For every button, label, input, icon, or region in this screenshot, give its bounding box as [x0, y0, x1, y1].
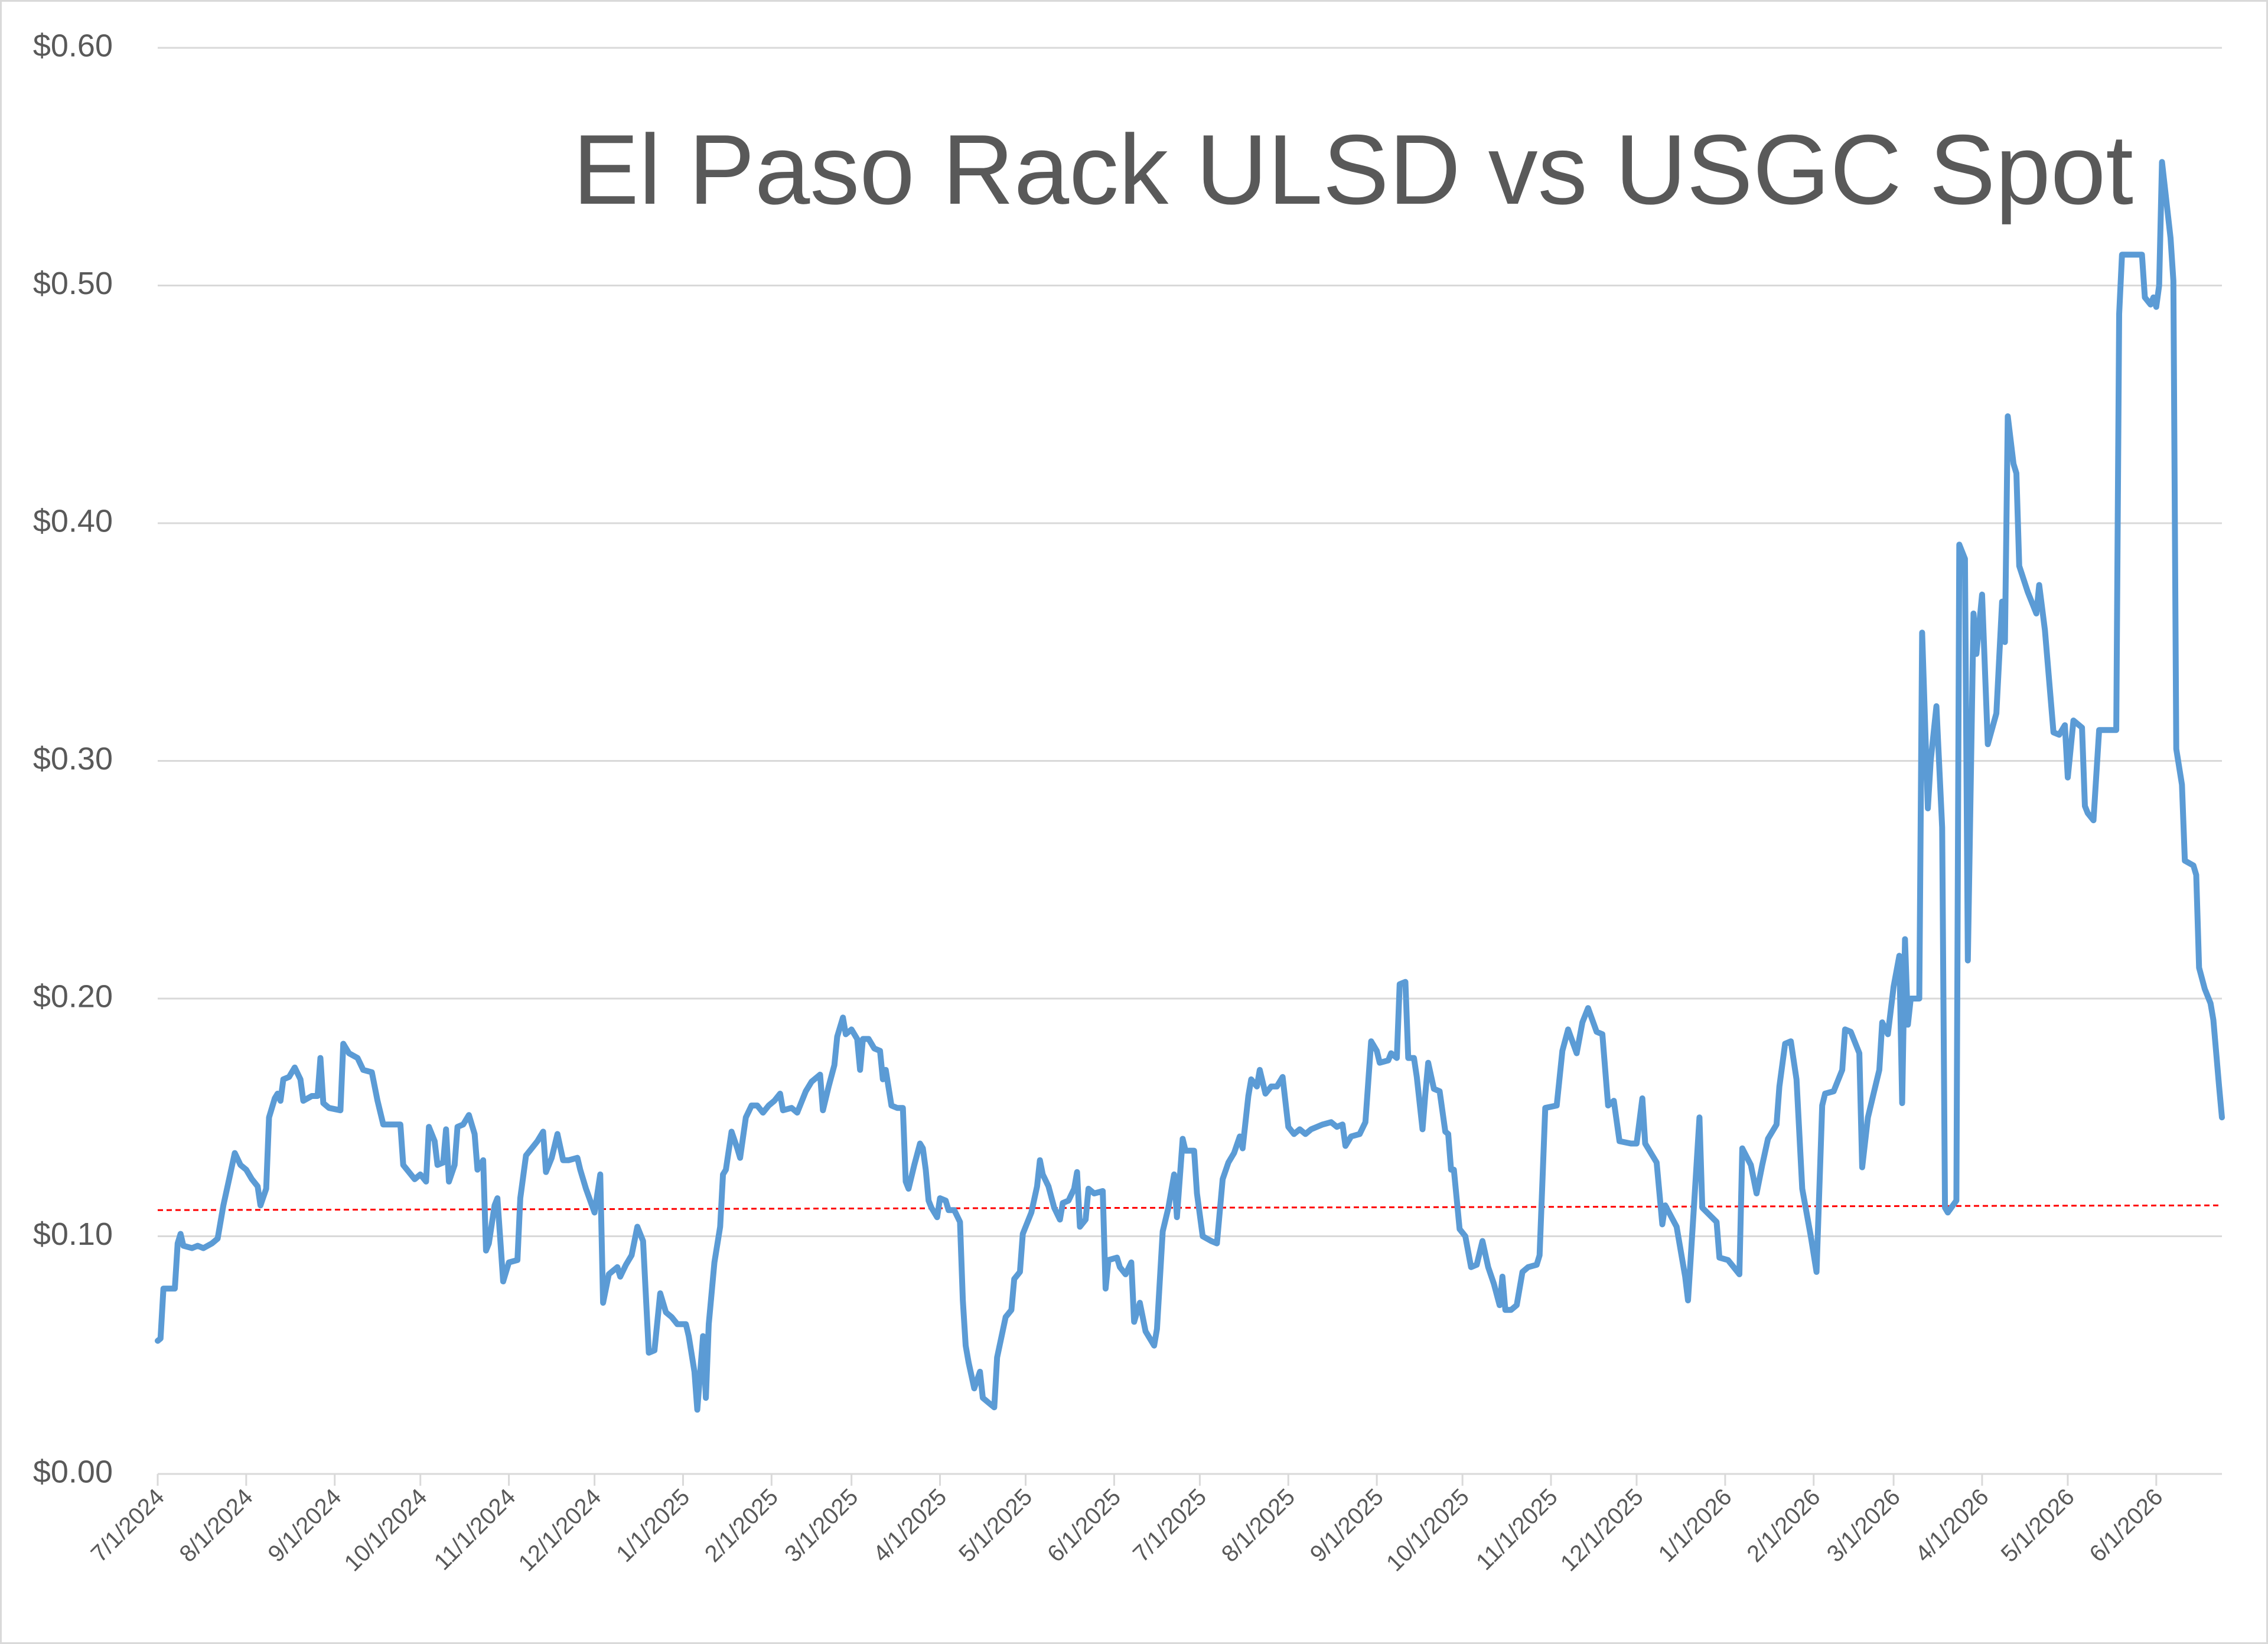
y-tick-label: $0.00: [33, 1454, 113, 1489]
y-tick-label: $0.30: [33, 741, 113, 777]
y-tick-label: $0.10: [33, 1216, 113, 1252]
reference-line: [157, 1204, 2223, 1211]
chart-title: El Paso Rack ULSD vs USGC Spot: [573, 114, 2133, 225]
y-tick-label: $0.40: [33, 503, 113, 539]
data-line: [155, 159, 2225, 1413]
y-tick-label: $0.20: [33, 978, 113, 1014]
y-tick-label: $0.50: [33, 266, 113, 301]
y-tick-label: $0.60: [33, 28, 113, 63]
